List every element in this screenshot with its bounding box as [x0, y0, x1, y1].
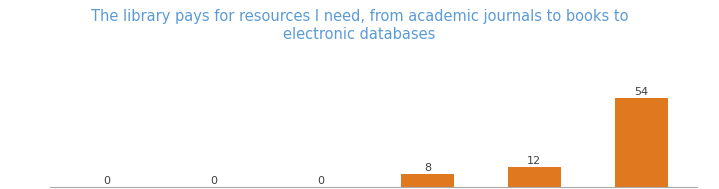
- Bar: [508, 167, 561, 187]
- Text: 0: 0: [103, 176, 110, 186]
- Text: 0: 0: [210, 176, 217, 186]
- Text: The library pays for resources I need, from academic journals to books to
electr: The library pays for resources I need, f…: [91, 9, 628, 42]
- Bar: [615, 98, 668, 187]
- Text: 8: 8: [423, 163, 431, 173]
- Text: 12: 12: [527, 156, 541, 166]
- Text: 54: 54: [634, 87, 649, 97]
- Bar: [400, 174, 454, 187]
- Text: 0: 0: [317, 176, 324, 186]
